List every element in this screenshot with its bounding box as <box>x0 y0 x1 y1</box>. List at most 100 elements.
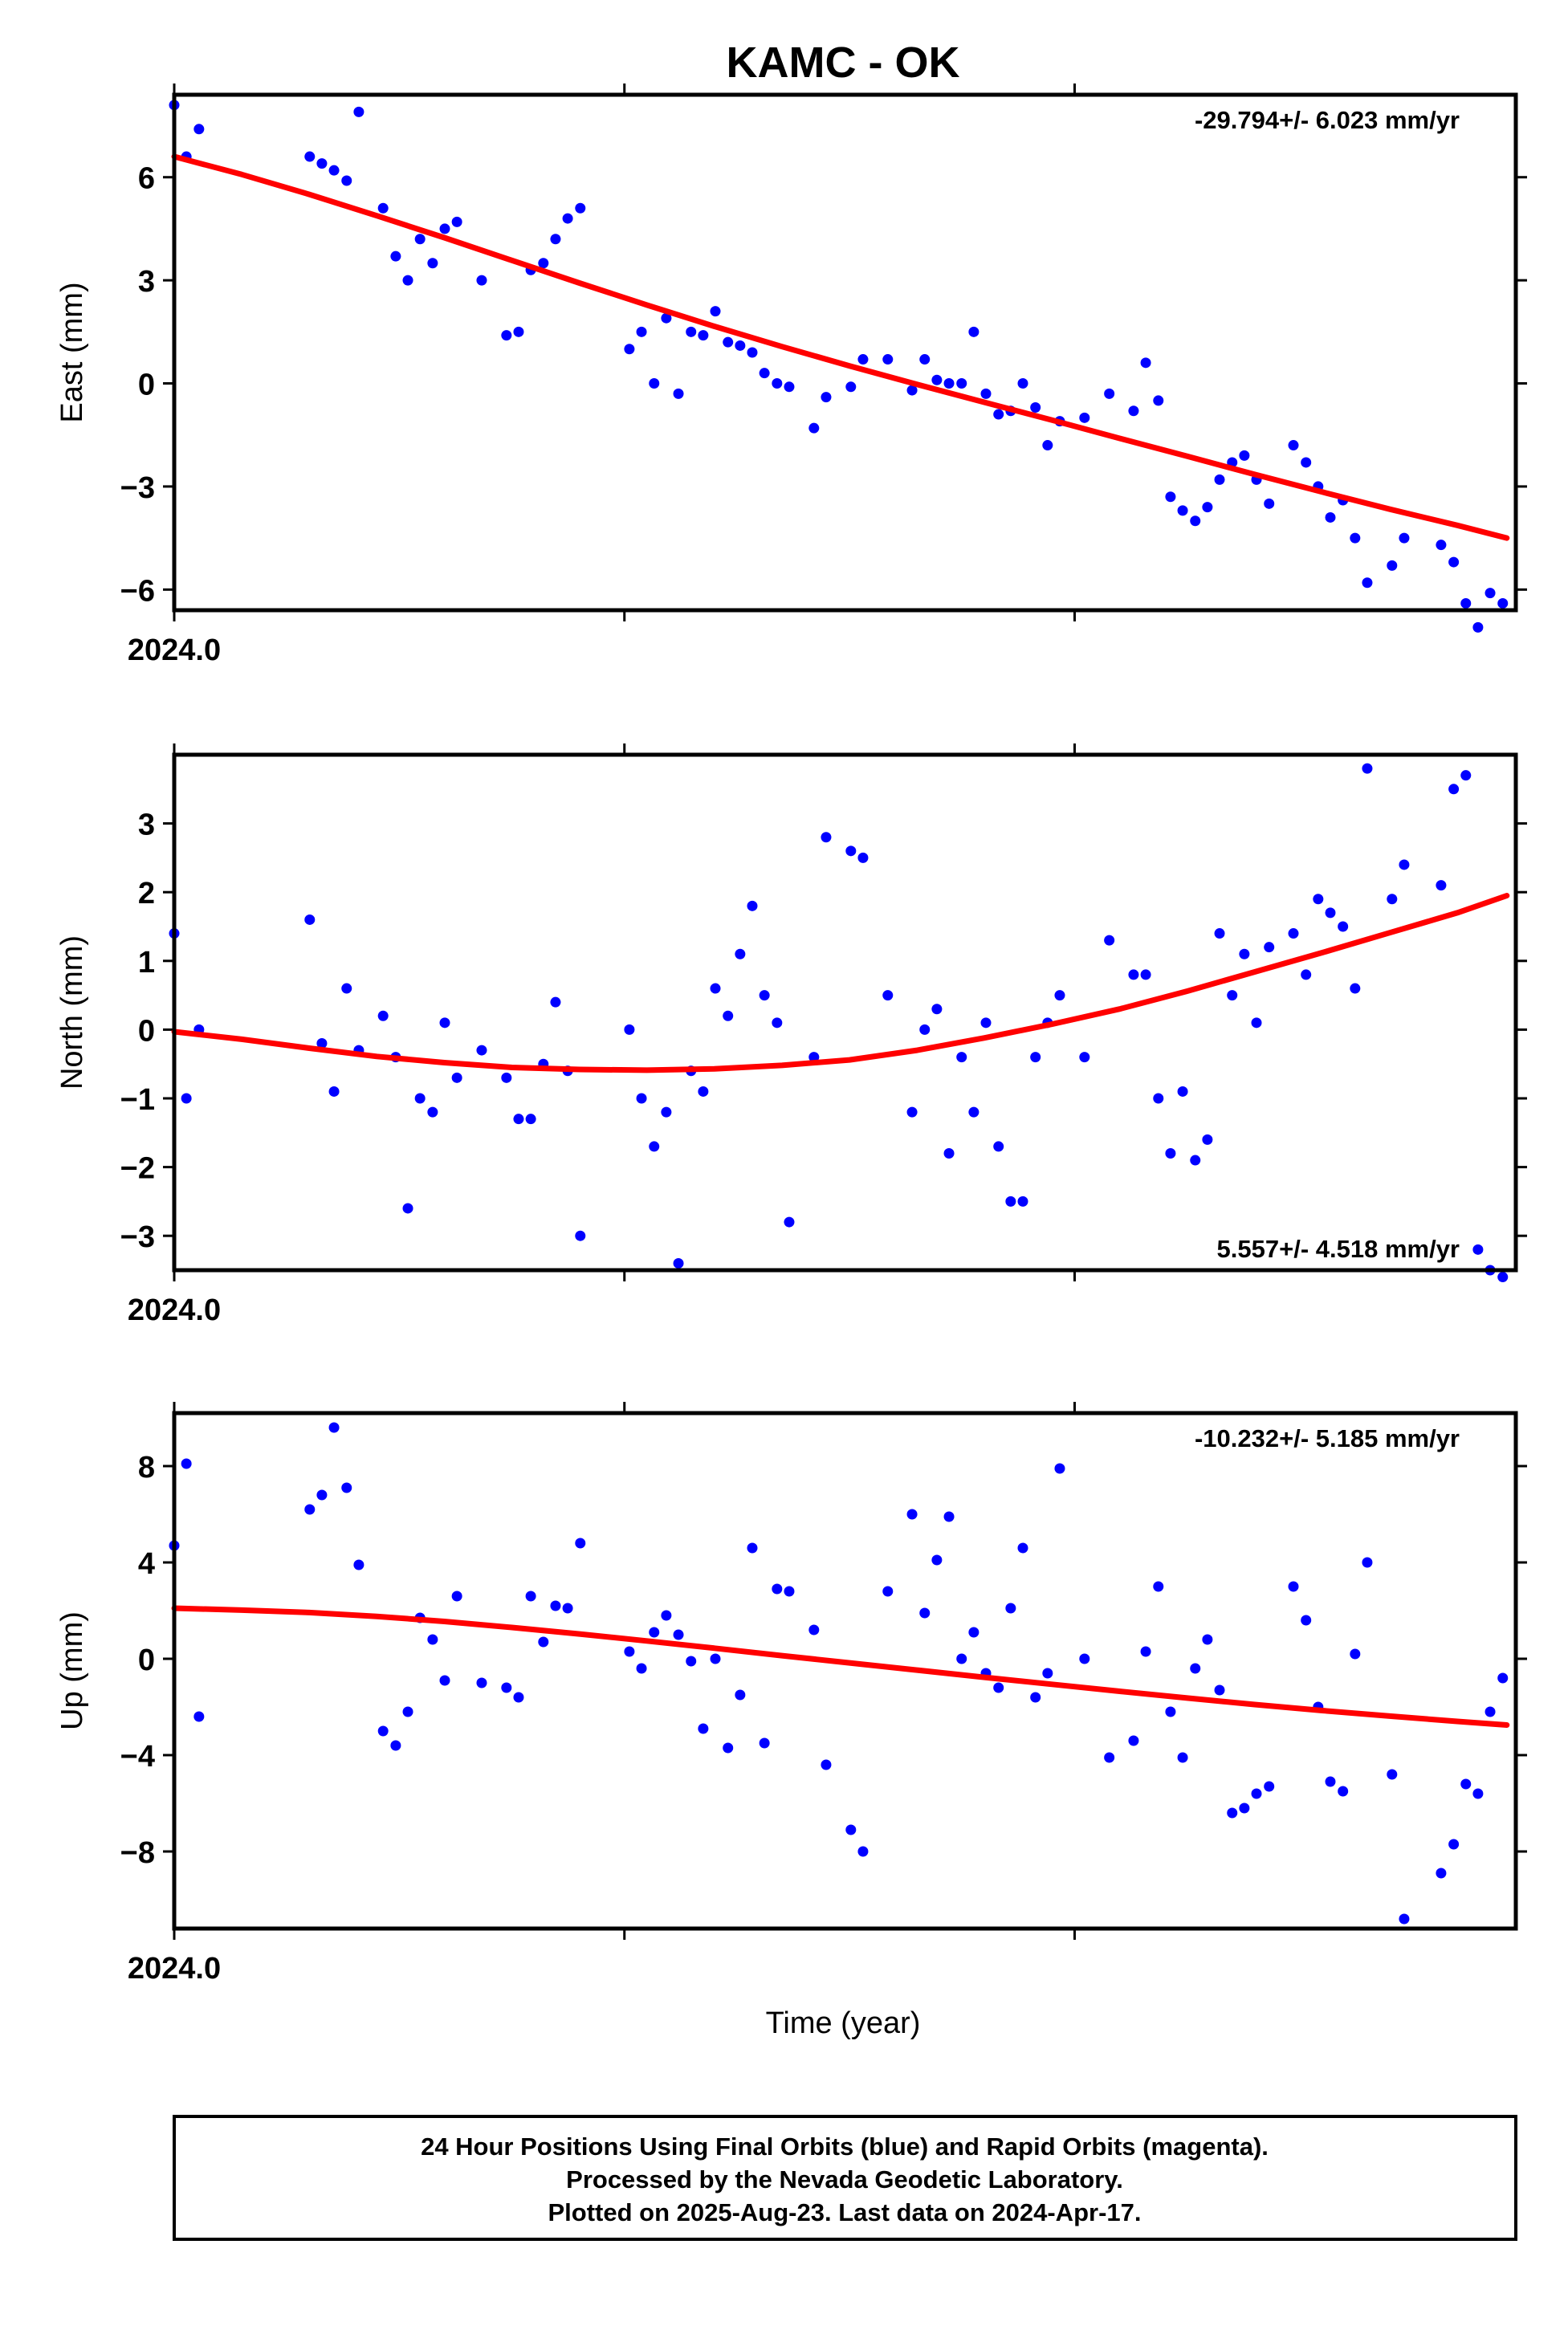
north-data-point <box>772 1017 783 1029</box>
east-data-point <box>575 202 586 214</box>
up-data-point <box>649 1627 660 1638</box>
north-data-point <box>341 983 352 994</box>
up-data-point <box>427 1634 438 1645</box>
east-ytick-label: −3 <box>120 471 155 505</box>
east-data-point <box>845 381 857 393</box>
east-plot-frame <box>172 92 1518 613</box>
up-data-point <box>1214 1684 1225 1696</box>
north-data-point <box>759 990 770 1001</box>
up-data-point <box>1485 1706 1496 1717</box>
up-data-point <box>1325 1776 1336 1787</box>
east-data-point <box>980 388 992 399</box>
up-data-point <box>341 1482 352 1493</box>
east-data-point <box>451 216 462 227</box>
north-data-point <box>1460 770 1472 781</box>
east-data-point <box>1239 450 1250 461</box>
north-data-point <box>1054 990 1065 1001</box>
up-plot-frame <box>172 1411 1518 1931</box>
up-data-point <box>772 1583 783 1595</box>
east-data-point <box>747 347 758 358</box>
north-data-point <box>1214 928 1225 939</box>
east-data-point <box>784 381 795 393</box>
north-data-point <box>525 1114 536 1125</box>
up-data-point <box>1362 1557 1373 1568</box>
up-data-point <box>328 1422 340 1433</box>
up-data-point <box>1153 1581 1164 1592</box>
north-fit-curve <box>171 893 1510 1073</box>
up-data-point <box>181 1458 192 1469</box>
up-data-point <box>501 1682 512 1693</box>
up-data-point <box>882 1586 894 1597</box>
up-data-point <box>439 1675 450 1686</box>
east-data-point <box>476 275 487 286</box>
east-data-point <box>1301 457 1312 468</box>
east-data-point <box>501 330 512 341</box>
north-data-point <box>636 1093 647 1104</box>
east-data-point <box>723 336 734 348</box>
up-data-point <box>1054 1463 1065 1474</box>
footer-line-1: 24 Hour Positions Using Final Orbits (bl… <box>421 2132 1269 2161</box>
east-data-point <box>513 326 524 337</box>
east-data-point <box>968 326 979 337</box>
north-data-point <box>980 1017 992 1029</box>
north-data-point <box>1017 1196 1028 1207</box>
east-data-point <box>636 326 647 337</box>
up-data-point <box>1104 1752 1115 1763</box>
north-data-point <box>181 1093 192 1104</box>
up-data-point <box>1239 1802 1250 1814</box>
up-data-point <box>661 1610 672 1621</box>
east-data-point <box>1128 405 1139 417</box>
up-data-point <box>1227 1807 1238 1819</box>
up-xtick-label: 2024.0 <box>128 1952 221 1986</box>
up-data-point <box>993 1682 1004 1693</box>
north-rate-label: 5.557+/- 4.518 mm/yr <box>1217 1235 1460 1263</box>
north-data-point <box>956 1052 967 1063</box>
east-data-point <box>377 202 389 214</box>
north-data-point <box>906 1106 918 1118</box>
east-data-point <box>1190 515 1201 527</box>
north-data-point <box>661 1106 672 1118</box>
east-data-point <box>698 330 709 341</box>
up-data-point <box>1165 1706 1176 1717</box>
east-data-point <box>1177 505 1188 516</box>
up-data-point <box>316 1489 328 1501</box>
up-data-point <box>723 1742 734 1754</box>
north-data-point <box>821 832 832 843</box>
up-data-point <box>1399 1913 1410 1925</box>
north-data-point <box>919 1024 931 1035</box>
east-ytick-label: 3 <box>138 265 155 299</box>
east-data-point <box>1017 378 1028 389</box>
up-data-point <box>956 1653 967 1664</box>
up-data-point <box>1448 1839 1460 1850</box>
north-ytick-label: 0 <box>138 1014 155 1048</box>
north-data-point <box>882 990 894 1001</box>
east-rate-label: -29.794+/- 6.023 mm/yr <box>1195 106 1460 134</box>
up-ytick-label: −8 <box>120 1836 155 1870</box>
east-data-point <box>439 223 450 234</box>
north-data-point <box>1301 969 1312 980</box>
east-data-point <box>1436 540 1447 551</box>
north-data-point <box>1288 928 1299 939</box>
north-data-point <box>1448 784 1460 795</box>
north-data-point <box>1190 1155 1201 1166</box>
north-panel: −3 −2 −1 0 1 2 3 2024.0 North (mm) 5.557+/- 4.518… <box>55 743 1527 1327</box>
north-data-point <box>316 1038 328 1049</box>
up-data-point <box>513 1692 524 1703</box>
up-data-point <box>525 1591 536 1602</box>
east-data-point <box>857 354 869 365</box>
up-data-point <box>1436 1868 1447 1879</box>
up-data-point <box>575 1538 586 1549</box>
up-data-point <box>808 1624 820 1635</box>
north-ytick-label: −3 <box>120 1220 155 1254</box>
north-ytick-label: 2 <box>138 877 155 910</box>
east-xtick-label: 2024.0 <box>128 633 221 667</box>
up-data-point <box>1350 1648 1361 1660</box>
east-data-point <box>402 275 413 286</box>
up-data-point <box>1472 1788 1484 1799</box>
north-data-point <box>402 1203 413 1214</box>
north-data-point <box>1436 880 1447 891</box>
east-data-point <box>821 392 832 403</box>
up-ytick-label: 4 <box>138 1547 155 1581</box>
east-data-point <box>1140 357 1151 369</box>
east-data-point <box>993 409 1004 420</box>
